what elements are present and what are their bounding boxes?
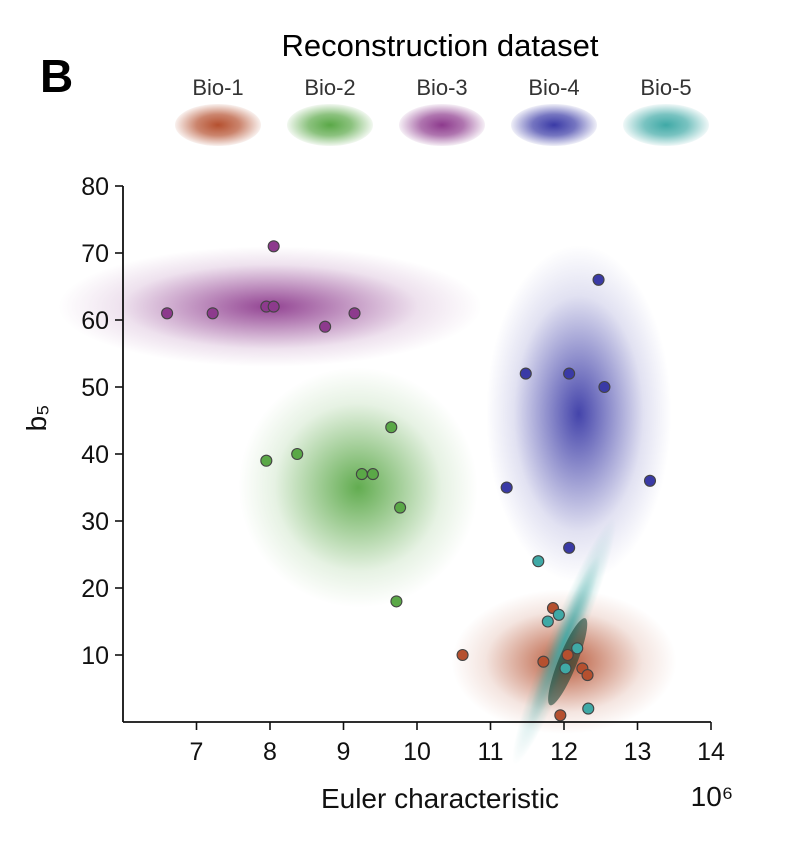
point-bio-2-4 <box>385 421 398 434</box>
legend-label-bio-1: Bio-1 <box>192 75 243 100</box>
point-bio-4-0 <box>519 367 532 380</box>
y-tick-label: 80 <box>81 173 109 201</box>
point-bio-1-6 <box>581 669 594 682</box>
legend: Bio-1 Bio-2 Bio-3 Bio-4 Bio-5 <box>175 75 709 146</box>
point-bio-5-5 <box>582 702 595 715</box>
legend-label-bio-5: Bio-5 <box>640 75 691 100</box>
y-axis-label: b₅ <box>21 405 52 432</box>
density-cloud-bio-4 <box>486 244 672 583</box>
point-bio-1-0 <box>456 648 469 662</box>
legend-swatch-bio-1 <box>175 104 261 146</box>
point-bio-2-1 <box>291 447 304 461</box>
point-bio-4-2 <box>592 273 605 286</box>
point-bio-2-2 <box>355 468 368 481</box>
point-bio-4-1 <box>563 367 576 380</box>
legend-swatch-bio-3 <box>399 104 485 146</box>
point-bio-5-3 <box>559 662 572 675</box>
y-tick-label: 30 <box>81 508 109 536</box>
legend-title: Reconstruction dataset <box>281 28 598 63</box>
x-tick-label: 8 <box>263 738 277 766</box>
legend-swatch-bio-5 <box>623 104 709 146</box>
point-bio-5-4 <box>571 642 584 655</box>
x-axis-multiplier: 10⁶ <box>691 781 734 812</box>
legend-label-bio-4: Bio-4 <box>528 75 579 100</box>
point-bio-5-2 <box>552 608 565 621</box>
x-tick-label: 11 <box>478 738 504 766</box>
point-bio-3-4 <box>267 300 280 313</box>
point-bio-2-3 <box>366 468 379 481</box>
density-clouds <box>58 244 677 765</box>
x-tick-label: 10 <box>403 738 431 766</box>
legend-label-bio-2: Bio-2 <box>304 75 355 100</box>
y-tick-label: 20 <box>81 575 109 603</box>
point-bio-3-0 <box>161 307 174 320</box>
point-bio-5-1 <box>541 615 554 628</box>
y-tick-label: 10 <box>81 642 109 670</box>
y-tick-label: 70 <box>81 240 109 268</box>
point-bio-3-5 <box>319 320 332 333</box>
density-core-bio-5 <box>548 618 588 706</box>
density-cloud-bio-5 <box>512 518 616 765</box>
point-bio-3-2 <box>267 240 280 253</box>
x-tick-label: 12 <box>550 738 578 766</box>
y-tick-label: 60 <box>81 307 109 335</box>
legend-label-bio-3: Bio-3 <box>416 75 467 100</box>
point-bio-5-0 <box>532 555 545 568</box>
y-axis-ticks: 10 20 30 40 50 60 70 80 <box>81 173 123 670</box>
point-bio-1-4 <box>537 655 550 668</box>
y-tick-label: 40 <box>81 441 109 469</box>
point-bio-3-6 <box>348 307 361 320</box>
point-bio-2-6 <box>390 595 403 608</box>
data-points <box>161 240 657 722</box>
point-bio-1-3 <box>561 648 574 662</box>
y-tick-label: 50 <box>81 374 109 402</box>
x-tick-label: 14 <box>697 738 725 766</box>
x-tick-label: 9 <box>337 738 351 766</box>
density-cloud-bio-2 <box>238 367 478 608</box>
point-bio-2-0 <box>260 454 273 467</box>
legend-swatch-bio-2 <box>287 104 373 146</box>
legend-swatch-bio-4 <box>511 104 597 146</box>
x-axis-label: Euler characteristic <box>321 783 559 814</box>
point-bio-4-5 <box>563 541 576 554</box>
x-tick-label: 13 <box>624 738 652 766</box>
point-bio-2-5 <box>394 501 407 514</box>
point-bio-1-2 <box>554 709 567 722</box>
x-axis-ticks: 7 8 9 10 11 12 13 14 <box>190 722 725 766</box>
point-bio-4-4 <box>500 481 513 494</box>
point-bio-4-6 <box>643 474 657 487</box>
point-bio-3-1 <box>206 307 219 320</box>
panel-label: B <box>40 50 73 102</box>
point-bio-4-3 <box>598 380 611 394</box>
x-tick-label: 7 <box>190 738 204 766</box>
